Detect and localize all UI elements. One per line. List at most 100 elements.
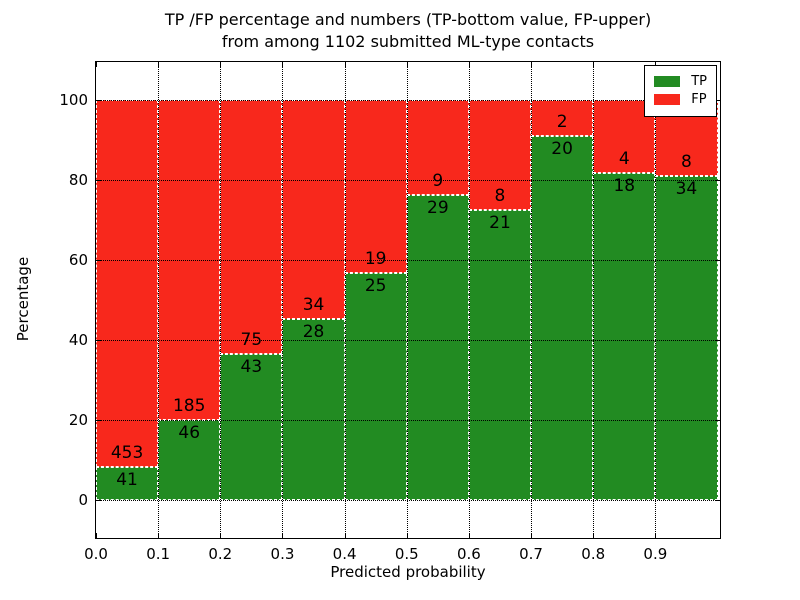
- x-gridline: [531, 62, 533, 538]
- bar-segment-fp: [344, 100, 407, 273]
- x-tick-label: 0.6: [456, 545, 481, 563]
- bar-value-label-tp: 46: [178, 423, 201, 444]
- x-tick-bottom: [220, 533, 222, 538]
- bar-segment-tp: [468, 210, 532, 500]
- bar-value-label-fp: 8: [681, 152, 692, 173]
- y-axis-label: Percentage: [14, 256, 32, 342]
- x-tick-top: [220, 62, 222, 67]
- y-tick-right: [715, 260, 720, 261]
- x-tick-bottom: [593, 533, 595, 538]
- legend-swatch-fp-icon: [654, 94, 681, 105]
- y-tick-label: 40: [68, 331, 88, 349]
- x-tick-top: [96, 62, 97, 67]
- bar-segment-tp: [282, 319, 345, 500]
- x-gridline: [406, 62, 408, 538]
- y-tick-right: [715, 100, 720, 101]
- bar-segment-tp: [344, 272, 407, 500]
- bar-segment-fp: [220, 100, 283, 355]
- bar-segment-tp: [96, 466, 159, 500]
- x-tick-label: 0.0: [84, 545, 108, 563]
- x-tick-top: [655, 62, 657, 67]
- x-tick-label: 0.2: [208, 545, 233, 563]
- y-gridline: [96, 260, 720, 261]
- x-tick-bottom: [158, 533, 160, 538]
- x-gridline: [220, 62, 222, 538]
- y-gridline: [96, 420, 720, 421]
- x-gridline: [468, 62, 470, 538]
- chart-title: TP /FP percentage and numbers (TP-bottom…: [96, 9, 720, 53]
- legend: TP FP: [644, 65, 717, 117]
- bar-value-label-fp: 2: [556, 112, 568, 133]
- bar-segment-tp: [220, 354, 283, 500]
- bar-value-label-fp: 75: [240, 330, 263, 351]
- x-gridline: [158, 62, 160, 538]
- bar-value-label-fp: 34: [302, 295, 325, 316]
- x-tick-bottom: [468, 533, 470, 538]
- x-gridline: [593, 62, 595, 538]
- y-tick-label: 20: [68, 411, 88, 429]
- bar-value-label-fp: 9: [432, 170, 444, 191]
- bar-segment-fp: [96, 100, 159, 467]
- plot-area: TP FP 453 41 185 46 75 43 34 28 19 25 9 29 8 21 2 20 4 18…: [95, 61, 721, 539]
- x-tick-top: [593, 62, 595, 67]
- x-tick-bottom: [655, 533, 657, 538]
- bar-value-label-tp: 34: [675, 179, 698, 200]
- x-tick-top: [344, 62, 346, 67]
- x-tick-label: 0.8: [581, 545, 606, 563]
- bar-value-label-tp: 20: [551, 139, 573, 160]
- x-tick-label: 0.4: [332, 545, 357, 563]
- x-tick-bottom: [344, 533, 346, 538]
- chart-title-line2: from among 1102 submitted ML-type contac…: [221, 32, 595, 51]
- x-tick-label: 0.5: [394, 545, 419, 563]
- legend-label-tp: TP: [691, 74, 707, 89]
- y-gridline: [96, 180, 720, 181]
- bar-value-label-fp: 453: [110, 442, 144, 463]
- x-tick-top: [406, 62, 408, 67]
- y-tick-left: [96, 500, 101, 501]
- y-tick-right: [715, 340, 720, 341]
- legend-entry-fp: FP: [654, 92, 707, 107]
- y-tick-label: 80: [68, 171, 88, 189]
- bar-value-label-tp: 43: [240, 357, 263, 378]
- y-tick-left: [96, 420, 101, 421]
- bar-value-label-tp: 41: [116, 469, 138, 490]
- bar-value-label-tp: 25: [364, 275, 387, 296]
- bar-value-label-fp: 4: [618, 148, 630, 169]
- bar-value-label-tp: 21: [489, 213, 511, 234]
- x-tick-top: [468, 62, 470, 67]
- x-tick-top: [282, 62, 284, 67]
- x-gridline: [282, 62, 284, 538]
- x-tick-top: [158, 62, 160, 67]
- legend-entry-tp: TP: [654, 74, 707, 89]
- y-gridline: [96, 100, 720, 101]
- x-gridline: [655, 62, 657, 538]
- y-tick-label: 60: [68, 251, 88, 269]
- y-gridline: [96, 500, 720, 501]
- y-tick-label: 0: [78, 491, 88, 509]
- y-tick-left: [96, 100, 101, 101]
- y-tick-left: [96, 260, 101, 261]
- bar-segment-tp: [655, 176, 718, 500]
- x-tick-top: [531, 62, 533, 67]
- y-tick-label: 100: [59, 91, 88, 109]
- y-tick-right: [715, 180, 720, 181]
- chart-title-line1: TP /FP percentage and numbers (TP-bottom…: [164, 10, 652, 29]
- legend-swatch-tp-icon: [654, 76, 681, 87]
- y-gridline: [96, 340, 720, 341]
- x-tick-label: 0.3: [270, 545, 295, 563]
- x-tick-label: 0.7: [519, 545, 543, 563]
- bar-value-label-tp: 18: [613, 175, 636, 196]
- legend-label-fp: FP: [691, 92, 707, 107]
- x-tick-bottom: [282, 533, 284, 538]
- x-tick-label: 0.9: [643, 545, 668, 563]
- bar-segment-tp: [406, 194, 469, 500]
- bar-value-label-fp: 185: [172, 396, 206, 417]
- y-tick-left: [96, 180, 101, 181]
- x-axis-label: Predicted probability: [330, 563, 486, 581]
- bar-segment-tp: [158, 420, 221, 500]
- bar-value-label-fp: 19: [364, 248, 387, 269]
- x-tick-bottom: [531, 533, 533, 538]
- bar-value-label-fp: 8: [494, 186, 506, 207]
- x-tick-bottom: [406, 533, 408, 538]
